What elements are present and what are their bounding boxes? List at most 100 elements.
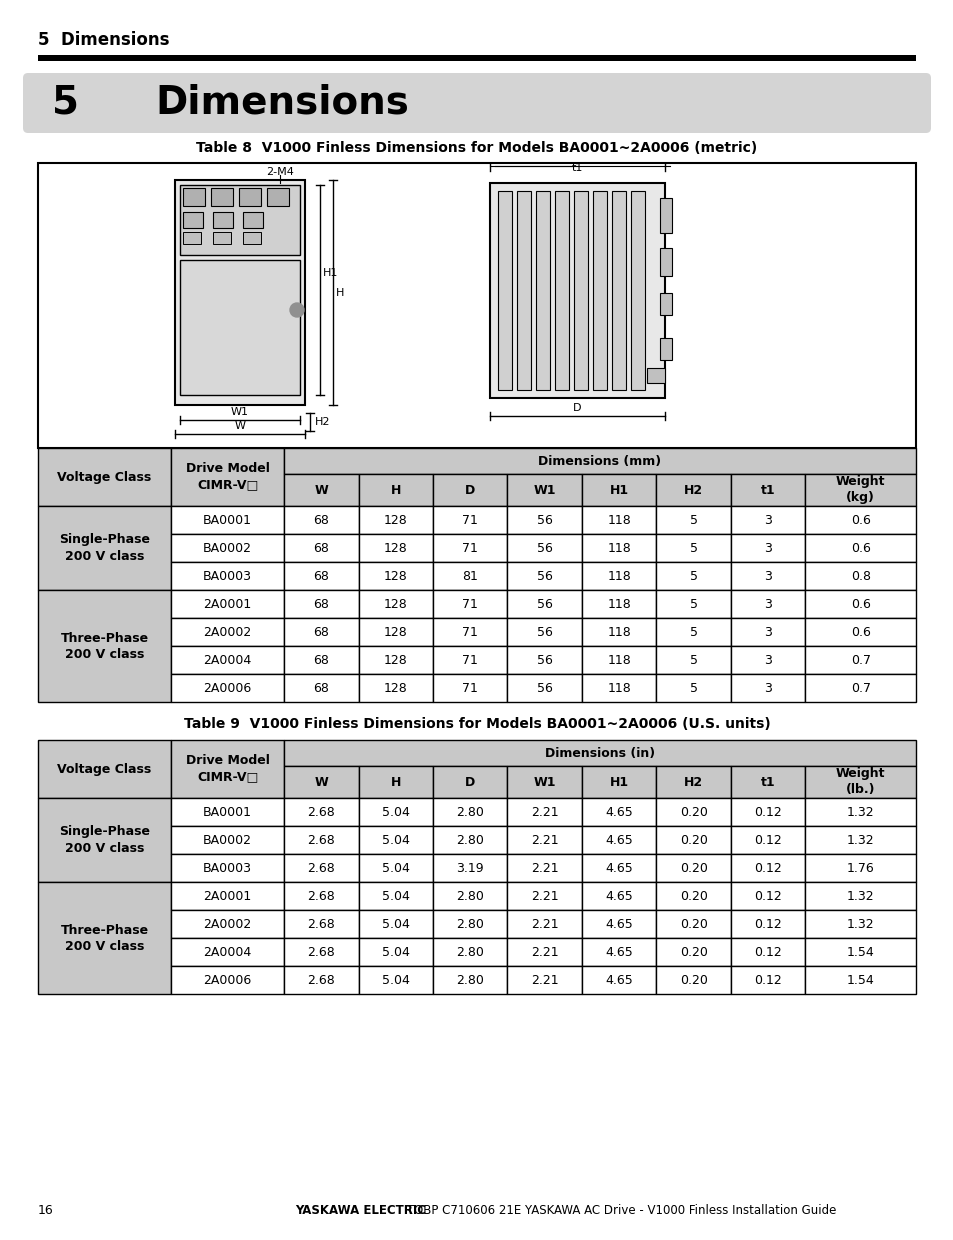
Text: 2.68: 2.68 bbox=[307, 862, 335, 874]
Bar bbox=[507, 937, 581, 966]
Text: 0.12: 0.12 bbox=[754, 945, 781, 959]
Text: 71: 71 bbox=[462, 513, 477, 527]
Text: 3: 3 bbox=[763, 625, 771, 639]
Text: 2.21: 2.21 bbox=[530, 806, 558, 818]
Text: 68: 68 bbox=[313, 653, 329, 667]
Bar bbox=[284, 766, 358, 799]
Text: Single-Phase
200 V class: Single-Phase 200 V class bbox=[59, 533, 150, 563]
Bar bbox=[507, 474, 581, 506]
Text: H2: H2 bbox=[683, 484, 702, 496]
Bar bbox=[38, 590, 171, 702]
Bar bbox=[656, 590, 730, 618]
Text: 128: 128 bbox=[383, 569, 407, 583]
Text: 2.21: 2.21 bbox=[530, 833, 558, 847]
Text: 68: 68 bbox=[313, 513, 329, 527]
Bar bbox=[656, 937, 730, 966]
Bar bbox=[284, 506, 358, 534]
Bar bbox=[171, 937, 284, 966]
Bar bbox=[804, 506, 915, 534]
Text: 2A0001: 2A0001 bbox=[203, 889, 252, 903]
Bar bbox=[171, 448, 284, 506]
Bar bbox=[171, 966, 284, 994]
Text: 2.68: 2.68 bbox=[307, 806, 335, 818]
FancyBboxPatch shape bbox=[23, 73, 930, 133]
Bar bbox=[593, 191, 606, 391]
Bar bbox=[433, 966, 507, 994]
Bar bbox=[804, 826, 915, 854]
Text: 71: 71 bbox=[462, 542, 477, 554]
Text: H: H bbox=[390, 484, 400, 496]
Bar bbox=[507, 854, 581, 882]
Bar bbox=[730, 882, 804, 910]
Bar bbox=[358, 799, 433, 826]
Bar bbox=[507, 534, 581, 562]
Text: 5.04: 5.04 bbox=[381, 918, 409, 930]
Bar bbox=[213, 212, 233, 228]
Bar bbox=[239, 188, 261, 206]
Text: 2.21: 2.21 bbox=[530, 889, 558, 903]
Bar bbox=[581, 675, 656, 702]
Bar bbox=[507, 966, 581, 994]
Text: H2: H2 bbox=[314, 417, 330, 427]
Text: 5.04: 5.04 bbox=[381, 806, 409, 818]
Text: 118: 118 bbox=[607, 653, 630, 667]
Bar bbox=[38, 799, 171, 882]
Bar bbox=[38, 506, 171, 590]
Text: H: H bbox=[390, 775, 400, 789]
Text: 4.65: 4.65 bbox=[605, 945, 633, 959]
Text: 3: 3 bbox=[763, 513, 771, 527]
Text: 0.20: 0.20 bbox=[679, 918, 707, 930]
Bar bbox=[358, 590, 433, 618]
Text: 2.80: 2.80 bbox=[456, 945, 484, 959]
Text: Table 9  V1000 Finless Dimensions for Models BA0001~2A0006 (U.S. units): Table 9 V1000 Finless Dimensions for Mod… bbox=[183, 717, 770, 732]
Bar bbox=[656, 799, 730, 826]
Bar bbox=[804, 882, 915, 910]
Text: 2A0001: 2A0001 bbox=[203, 598, 252, 610]
Text: H: H bbox=[335, 288, 344, 298]
Text: 0.20: 0.20 bbox=[679, 833, 707, 847]
Text: 2A0002: 2A0002 bbox=[203, 918, 252, 930]
Bar bbox=[581, 966, 656, 994]
Text: 0.12: 0.12 bbox=[754, 862, 781, 874]
Bar bbox=[433, 474, 507, 506]
Bar bbox=[211, 188, 233, 206]
Text: BA0001: BA0001 bbox=[203, 513, 252, 527]
Text: 2.68: 2.68 bbox=[307, 918, 335, 930]
Bar bbox=[659, 198, 671, 233]
Bar bbox=[507, 646, 581, 675]
Bar bbox=[581, 646, 656, 675]
Text: 68: 68 bbox=[313, 542, 329, 554]
Bar bbox=[171, 618, 284, 646]
Text: 118: 118 bbox=[607, 513, 630, 527]
Bar bbox=[581, 766, 656, 799]
Bar bbox=[730, 854, 804, 882]
Bar bbox=[730, 799, 804, 826]
Text: 0.12: 0.12 bbox=[754, 889, 781, 903]
Text: 128: 128 bbox=[383, 513, 407, 527]
Bar bbox=[490, 184, 664, 398]
Text: 0.12: 0.12 bbox=[754, 973, 781, 987]
Text: 0.20: 0.20 bbox=[679, 862, 707, 874]
Bar bbox=[267, 188, 289, 206]
Bar bbox=[659, 339, 671, 360]
Bar bbox=[656, 766, 730, 799]
Bar bbox=[213, 232, 231, 244]
Bar bbox=[581, 534, 656, 562]
Bar bbox=[174, 180, 305, 405]
Bar bbox=[38, 740, 171, 799]
Bar bbox=[536, 191, 550, 391]
Text: 56: 56 bbox=[537, 598, 552, 610]
Bar bbox=[804, 562, 915, 590]
Text: 2.68: 2.68 bbox=[307, 889, 335, 903]
Bar bbox=[656, 646, 730, 675]
Bar bbox=[656, 562, 730, 590]
Text: 118: 118 bbox=[607, 682, 630, 694]
Bar bbox=[358, 474, 433, 506]
Text: BA0003: BA0003 bbox=[203, 862, 252, 874]
Bar bbox=[433, 854, 507, 882]
Bar bbox=[730, 646, 804, 675]
Text: 128: 128 bbox=[383, 625, 407, 639]
Text: 3: 3 bbox=[763, 542, 771, 554]
Bar bbox=[656, 882, 730, 910]
Text: W: W bbox=[234, 422, 245, 432]
